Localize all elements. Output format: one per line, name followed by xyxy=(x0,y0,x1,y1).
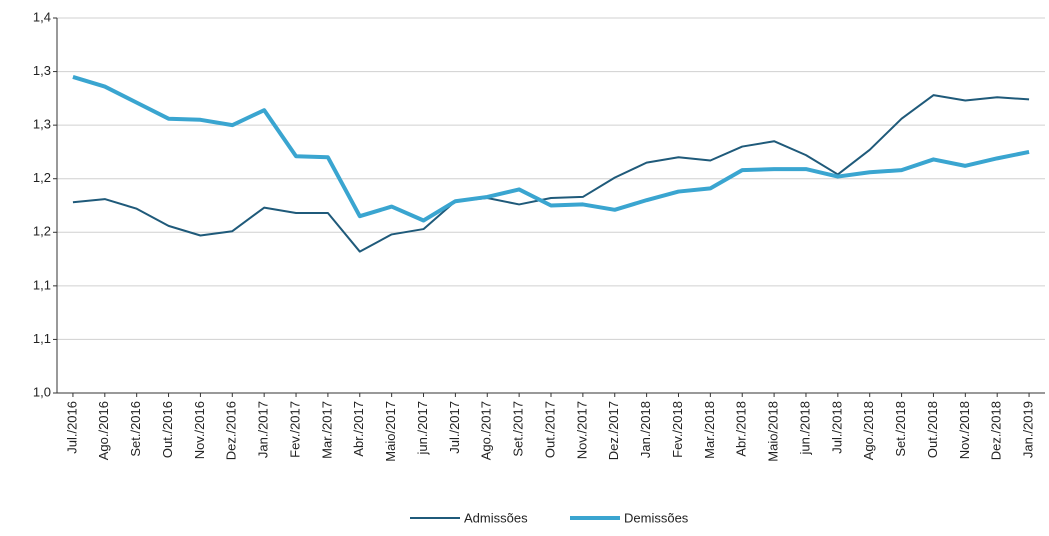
x-tick-label: Dez./2017 xyxy=(606,401,621,460)
x-tick-label: Jan./2018 xyxy=(638,401,653,458)
x-tick-label: Out./2016 xyxy=(160,401,175,458)
x-tick-label: Fev./2017 xyxy=(287,401,302,458)
y-tick-label: 1,2 xyxy=(33,170,51,185)
x-tick-label: Jan./2019 xyxy=(1021,401,1036,458)
legend-label: Demissões xyxy=(624,510,689,525)
y-tick-label: 1,0 xyxy=(33,384,51,399)
x-tick-label: Out./2018 xyxy=(925,401,940,458)
x-tick-label: Maio/2018 xyxy=(766,401,781,462)
x-tick-label: Nov./2018 xyxy=(957,401,972,459)
y-tick-label: 1,1 xyxy=(33,331,51,346)
x-tick-label: Jul./2016 xyxy=(64,401,79,454)
x-tick-label: Set./2018 xyxy=(893,401,908,457)
y-tick-label: 1,2 xyxy=(33,224,51,239)
x-tick-label: Ago./2017 xyxy=(479,401,494,460)
x-tick-label: Nov./2016 xyxy=(192,401,207,459)
x-tick-label: Maio/2017 xyxy=(383,401,398,462)
x-tick-label: Mar./2018 xyxy=(702,401,717,459)
x-tick-label: Ago./2016 xyxy=(96,401,111,460)
x-tick-label: jun./2018 xyxy=(797,401,812,456)
x-tick-label: Fev./2018 xyxy=(670,401,685,458)
x-tick-label: Out./2017 xyxy=(542,401,557,458)
x-tick-label: Jul./2017 xyxy=(447,401,462,454)
x-tick-label: Abr./2017 xyxy=(351,401,366,457)
y-tick-label: 1,3 xyxy=(33,63,51,78)
x-tick-label: Dez./2018 xyxy=(989,401,1004,460)
legend-label: Admissões xyxy=(464,510,528,525)
x-tick-label: Mar./2017 xyxy=(319,401,334,459)
line-series xyxy=(72,94,1030,253)
line-series xyxy=(72,75,1030,223)
x-tick-label: Set./2016 xyxy=(128,401,143,457)
x-tick-label: Ago./2018 xyxy=(861,401,876,460)
x-tick-label: Jan./2017 xyxy=(256,401,271,458)
y-tick-label: 1,3 xyxy=(33,117,51,132)
x-tick-label: Jul./2018 xyxy=(829,401,844,454)
y-tick-label: 1,4 xyxy=(33,9,51,24)
x-tick-label: Set./2017 xyxy=(511,401,526,457)
x-tick-label: Nov./2017 xyxy=(574,401,589,459)
x-tick-label: jun./2017 xyxy=(415,401,430,456)
x-tick-label: Dez./2016 xyxy=(224,401,239,460)
x-tick-label: Abr./2018 xyxy=(734,401,749,457)
y-tick-label: 1,1 xyxy=(33,277,51,292)
